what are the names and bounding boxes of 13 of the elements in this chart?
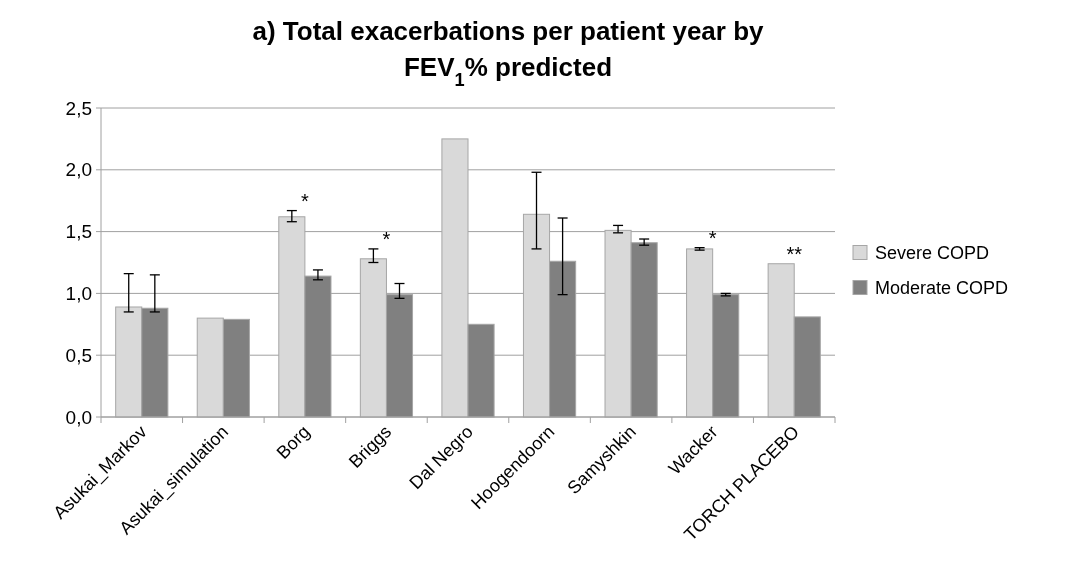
y-tick-label: 2,0	[65, 159, 92, 181]
y-tick-label: 0,0	[65, 406, 92, 428]
chart-title: a) Total exacerbations per patient year by FEV$_{1}$% predicted	[252, 16, 765, 90]
y-tick-label: 2,5	[65, 97, 92, 119]
legend-label: Severe COPD	[875, 242, 990, 263]
annotation: *	[708, 226, 717, 249]
annotation: *	[382, 227, 391, 250]
annotation: **	[786, 242, 803, 265]
legend-label: Moderate COPD	[875, 277, 1009, 298]
y-tick-label: 1,0	[65, 283, 92, 305]
y-tick-label: 0,5	[65, 344, 92, 366]
y-tick-label: 1,5	[65, 221, 92, 243]
annotation: *	[300, 189, 309, 212]
